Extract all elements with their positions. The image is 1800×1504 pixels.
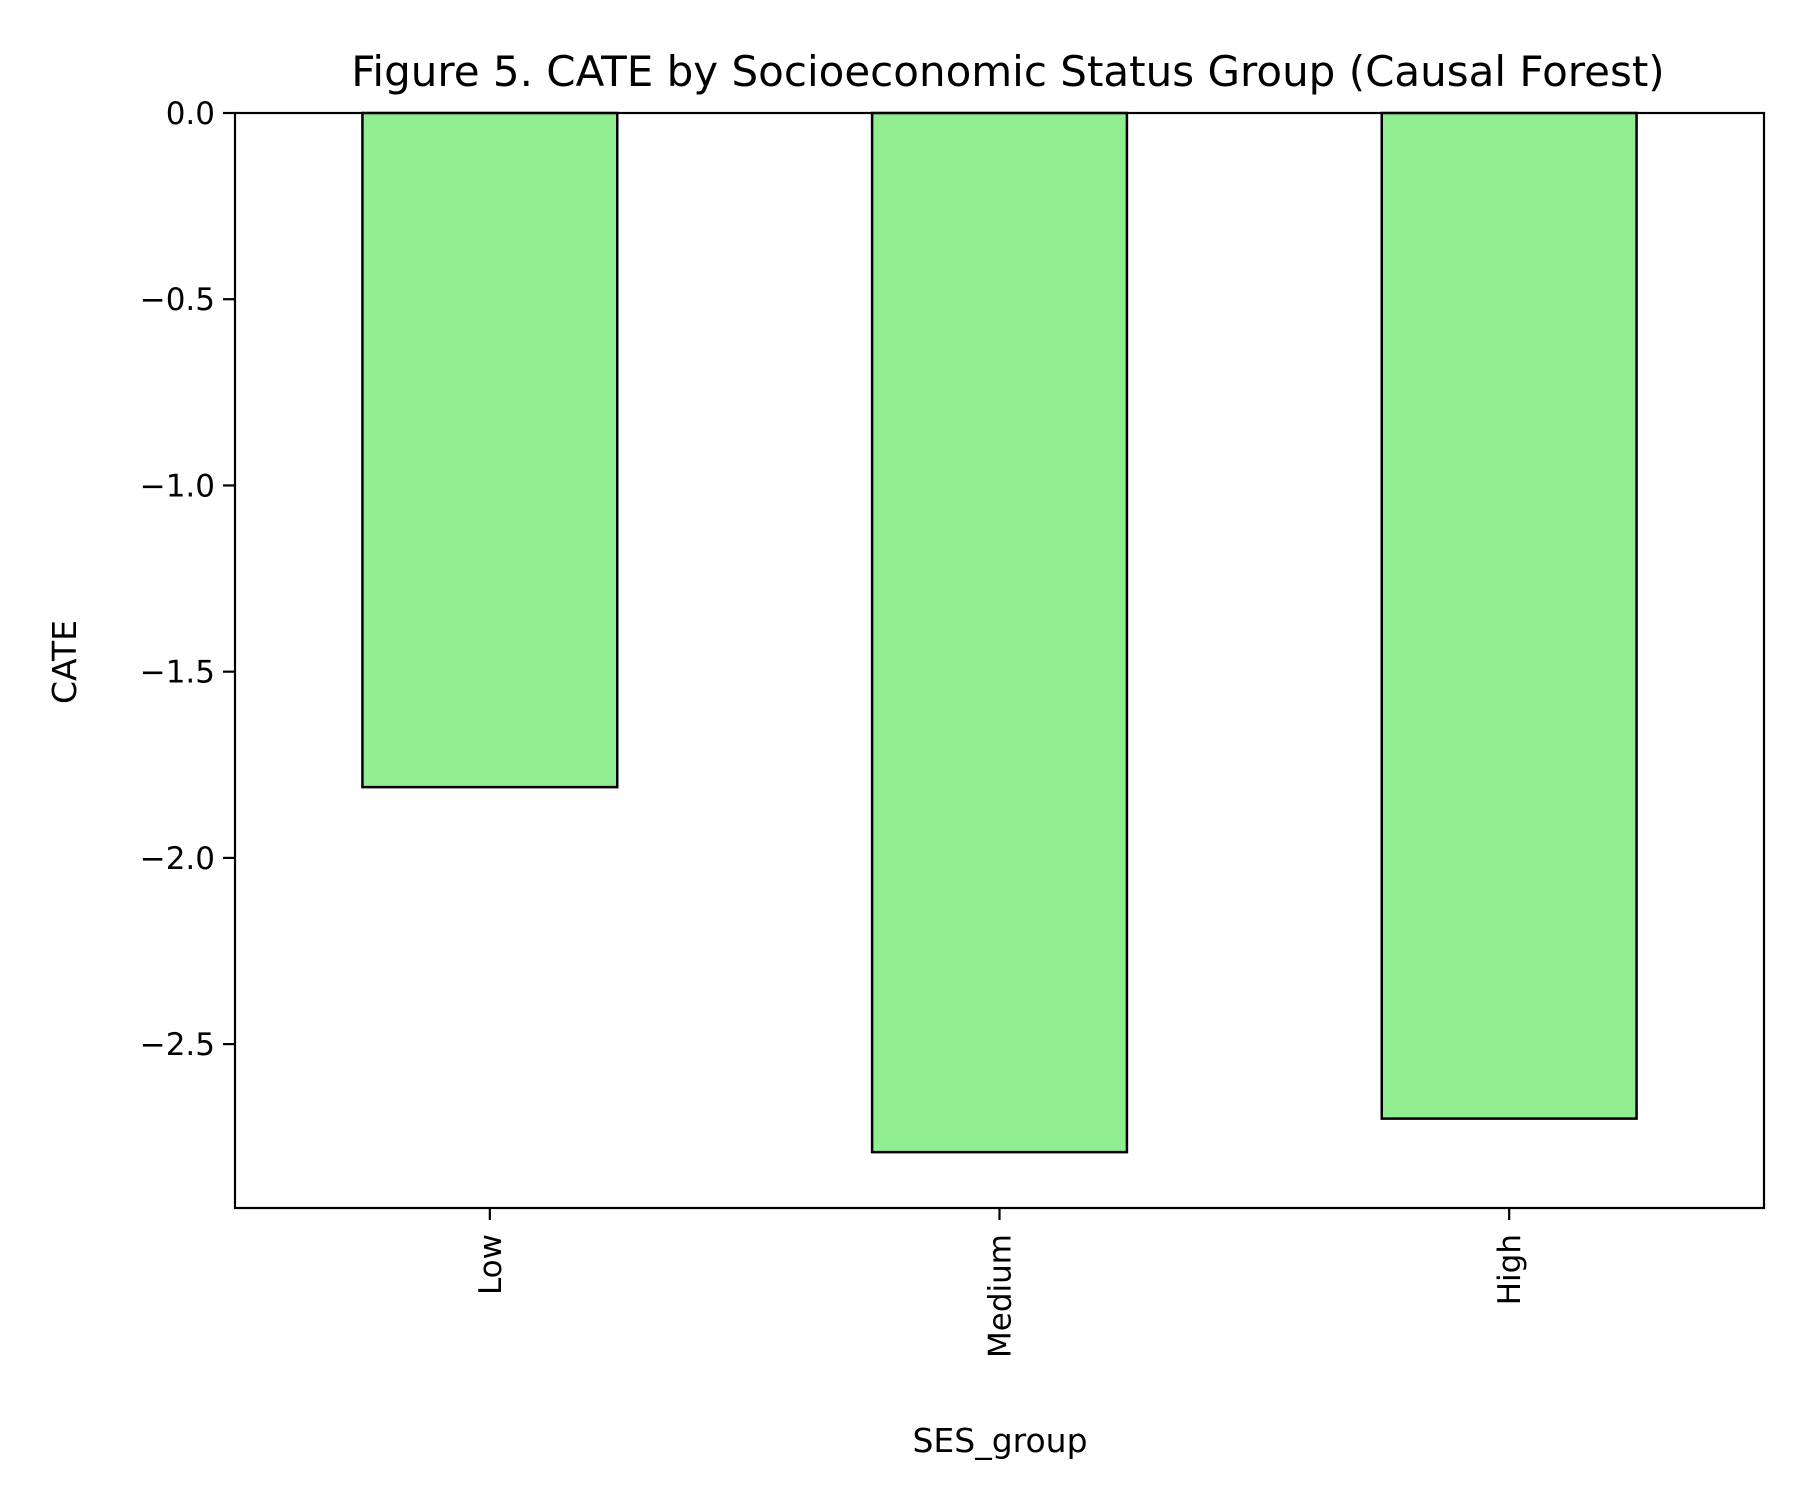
y-tick-label: 0.0 bbox=[166, 96, 215, 132]
bar-medium bbox=[870, 111, 1129, 1154]
x-tick-label: Low bbox=[473, 1234, 509, 1295]
y-tick-label: −1.0 bbox=[140, 468, 215, 504]
y-tick-label: −2.0 bbox=[140, 841, 215, 877]
y-axis-label: CATE bbox=[45, 620, 84, 704]
y-tick-label: −2.5 bbox=[140, 1027, 215, 1063]
y-tick-label: −1.5 bbox=[140, 655, 215, 691]
x-axis-label: SES_group bbox=[912, 1421, 1087, 1460]
chart-title: Figure 5. CATE by Socioeconomic Status G… bbox=[351, 47, 1664, 96]
y-tick-label: −0.5 bbox=[140, 282, 215, 318]
x-tick-label: Medium bbox=[983, 1234, 1019, 1358]
bar-low bbox=[361, 111, 619, 789]
x-tick-label: High bbox=[1492, 1234, 1528, 1305]
plot-area: 0.0 −0.5 −1.0 −1.5 −2.0 −2.5 Low Medium High bbox=[140, 96, 1766, 1358]
bar-high bbox=[1380, 111, 1638, 1120]
